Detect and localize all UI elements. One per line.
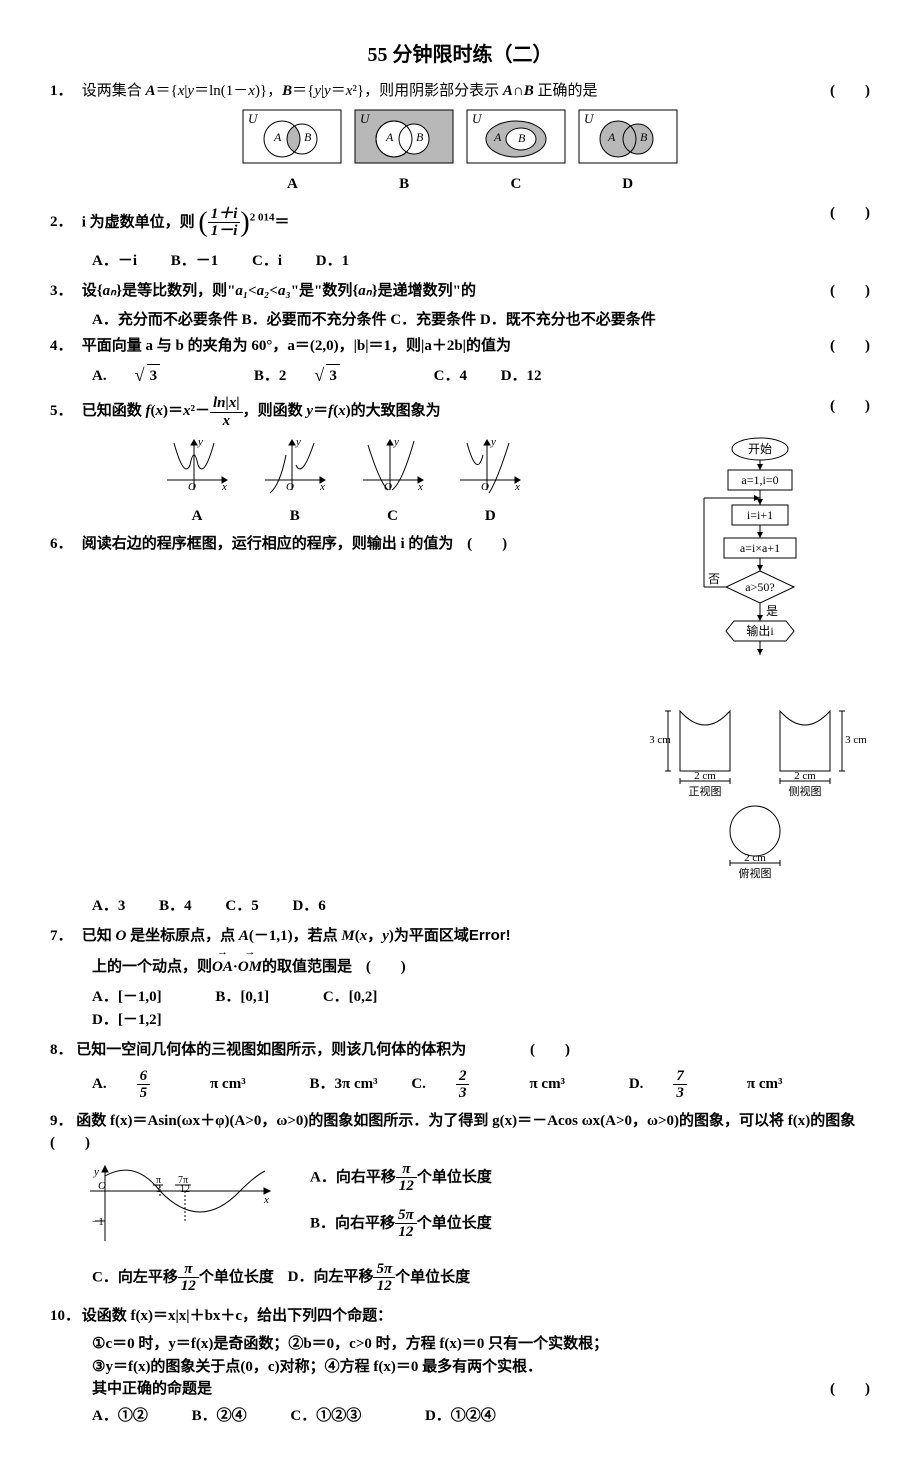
svg-text:O: O (384, 481, 392, 493)
q7-opts: A．[－1,0] B．[0,1] C．[0,2] D．[－1,2] (92, 986, 870, 1031)
q4-text: 平面向量 a 与 b 的夹角为 60°，a＝(2,0)，|b|＝1，则|a＋2b… (82, 338, 511, 354)
question-7: 7． 已知 O 是坐标原点，点 A(－1,1)，若点 M(x，y)为平面区域Er… (50, 925, 870, 948)
svg-text:O: O (98, 1180, 106, 1192)
q5-num: 5． (50, 400, 78, 423)
q3-num: 3． (50, 280, 78, 303)
question-3: 3． 设{aₙ}是等比数列，则"a₁<a₂<a₃"是"数列{aₙ}是递增数列"的… (50, 280, 870, 303)
svg-text:U: U (584, 111, 595, 126)
q2-text: i 为虚数单位，则 (82, 214, 195, 230)
svg-text:x: x (221, 481, 227, 493)
q10-text: 设函数 f(x)＝x|x|＋bx＋c，给出下列四个命题： (82, 1308, 392, 1324)
graph-d: xyO D (455, 435, 525, 527)
graph-c: xyO C (358, 435, 428, 527)
graph-b: xyO B (260, 435, 330, 527)
svg-text:x: x (417, 481, 423, 493)
q2-num: 2． (50, 211, 78, 234)
q1-num: 1． (50, 80, 78, 103)
svg-text:y: y (93, 1166, 99, 1178)
q7-line2: 上的一个动点，则OA·OM的取值范围是 ( ) (92, 956, 870, 979)
graph-a: xyO A (162, 435, 232, 527)
q2-paren: ( ) (830, 202, 870, 225)
q3-opts: A．充分而不必要条件 B．必要而不充分条件 C．充要条件 D．既不充分也不必要条… (92, 309, 870, 332)
svg-text:U: U (248, 111, 259, 126)
q9-text: 函数 f(x)＝Asin(ωx＋φ)(A>0，ω>0)的图象如图所示．为了得到 … (76, 1113, 855, 1129)
venn-b: U A B B (354, 109, 454, 196)
q8-num: 8． (50, 1042, 73, 1058)
svg-text:U: U (360, 111, 371, 126)
q8-opts: A.65π cm³ B．3π cm³ C.23π cm³ D.73π cm³ (92, 1068, 870, 1102)
q7-num: 7． (50, 925, 78, 948)
q6-paren: ( ) (467, 536, 507, 552)
q9-opt-b: B．向右平移5π12个单位长度 (310, 1207, 870, 1241)
q7-text: 已知 O 是坐标原点，点 A(－1,1)，若点 M(x，y)为平面区域Error… (82, 928, 511, 944)
q9-opt-cd: C．向左平移π12个单位长度 D．向左平移5π12个单位长度 (92, 1261, 870, 1295)
question-8: 8． 已知一空间几何体的三视图如图所示，则该几何体的体积为 ( ) (50, 1039, 870, 1062)
question-5: 5． 已知函数 f(x)＝x²－ln|x|x，则函数 y＝f(x)的大致图象为 … (50, 395, 870, 429)
svg-text:A: A (385, 130, 394, 144)
svg-text:−1: −1 (92, 1216, 104, 1228)
svg-text:O: O (286, 481, 294, 493)
svg-text:x: x (514, 481, 520, 493)
svg-text:y: y (490, 436, 496, 448)
q4-opts: A.3 B．23 C．4 D．12 (92, 364, 870, 388)
svg-text:A: A (607, 130, 616, 144)
q8-paren: ( ) (530, 1042, 570, 1058)
q10-opts: A．①② B．②④ C．①②③ D．①②④ (92, 1405, 870, 1428)
q8-text: 已知一空间几何体的三视图如图所示，则该几何体的体积为 (76, 1042, 466, 1058)
q9-num: 9． (50, 1113, 73, 1129)
q6-opts: A．3 B．4 C．5 D．6 (92, 895, 870, 918)
q4-paren: ( ) (830, 335, 870, 358)
q2-opts: A．－i B．－1 C．i D．1 (92, 250, 870, 273)
svg-text:y: y (393, 436, 399, 448)
question-4: 4． 平面向量 a 与 b 的夹角为 60°，a＝(2,0)，|b|＝1，则|a… (50, 335, 870, 358)
svg-text:a=1,i=0: a=1,i=0 (741, 473, 778, 487)
sine-graph: y x O −1 π3 7π12 (80, 1161, 280, 1251)
svg-text:x: x (319, 481, 325, 493)
svg-text:y: y (197, 436, 203, 448)
q10-l3: 其中正确的命题是 ( ) (92, 1378, 870, 1401)
q9-opt-a: A．向右平移π12个单位长度 (310, 1161, 870, 1195)
q2-frac: 1＋i1－i (208, 206, 241, 240)
q1-text: 设两集合 A＝{x|y＝ln(1－x)}，B＝{y|y＝x²}，则用阴影部分表示… (82, 83, 598, 99)
question-9: 9． 函数 f(x)＝Asin(ωx＋φ)(A>0，ω>0)的图象如图所示．为了… (50, 1110, 870, 1155)
q3-paren: ( ) (830, 280, 870, 303)
svg-text:y: y (295, 436, 301, 448)
q5-text: 已知函数 f(x)＝x²－ln|x|x，则函数 y＝f(x)的大致图象为 (82, 403, 441, 419)
q9-row: y x O −1 π3 7π12 A．向右平移π12个单位长度 B．向右平移5π… (50, 1161, 870, 1251)
svg-text:U: U (472, 111, 483, 126)
venn-d: U A B D (578, 109, 678, 196)
q1-paren: ( ) (830, 80, 870, 103)
svg-text:O: O (481, 481, 489, 493)
question-2: 2． i 为虚数单位，则 (1＋i1－i)2 014＝ ( ) (50, 202, 870, 244)
q6-num: 6． (50, 533, 78, 556)
question-6: 6． 阅读右边的程序框图，运行相应的程序，则输出 i 的值为 ( ) (50, 533, 870, 889)
q5-paren: ( ) (830, 395, 870, 418)
svg-text:A: A (273, 130, 282, 144)
q6-text: 阅读右边的程序框图，运行相应的程序，则输出 i 的值为 (82, 536, 454, 552)
question-10: 10． 设函数 f(x)＝x|x|＋bx＋c，给出下列四个命题： (50, 1305, 870, 1328)
svg-text:O: O (188, 481, 196, 493)
page-title: 55 分钟限时练（二） (50, 40, 870, 70)
svg-text:B: B (416, 130, 424, 144)
svg-text:B: B (518, 131, 526, 145)
q4-num: 4． (50, 335, 78, 358)
svg-text:i=i+1: i=i+1 (747, 508, 773, 522)
q1-venn-row: U A B A U A B B U A B (50, 109, 870, 196)
q9-paren: ( ) (50, 1135, 90, 1151)
venn-c: U A B C (466, 109, 566, 196)
svg-text:开始: 开始 (748, 442, 772, 456)
svg-text:x: x (263, 1194, 269, 1206)
q10-num: 10． (50, 1305, 78, 1328)
svg-text:B: B (304, 130, 312, 144)
q10-l2: ③y＝f(x)的图象关于点(0，c)对称；④方程 f(x)＝0 最多有两个实根． (92, 1356, 870, 1379)
svg-text:A: A (493, 130, 502, 144)
svg-text:B: B (640, 130, 648, 144)
q3-text: 设{aₙ}是等比数列，则"a₁<a₂<a₃"是"数列{aₙ}是递增数列"的 (82, 283, 476, 299)
q10-l1: ①c＝0 时，y＝f(x)是奇函数；②b＝0，c>0 时，方程 f(x)＝0 只… (92, 1333, 870, 1356)
question-1: 1． 设两集合 A＝{x|y＝ln(1－x)}，B＝{y|y＝x²}，则用阴影部… (50, 80, 870, 103)
venn-a: U A B A (242, 109, 342, 196)
